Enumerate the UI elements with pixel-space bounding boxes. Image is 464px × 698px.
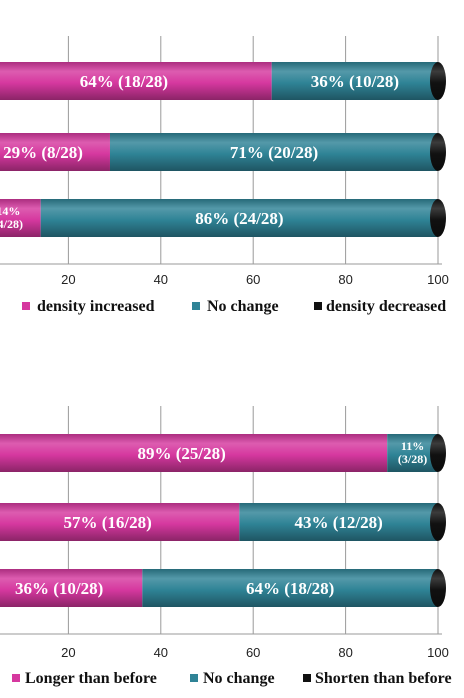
legend-label: Shorten than before xyxy=(315,670,452,687)
chart-1: 20 40 60 80 100 64% (18/28) 36% (10/28) 29% (8/… xyxy=(0,36,449,315)
x-tick-label: 80 xyxy=(338,272,352,287)
x-tick-label: 100 xyxy=(427,645,449,660)
bar-end-cap xyxy=(430,133,446,171)
legend: Longer than before No change Shorten than … xyxy=(12,670,452,687)
bar-segment xyxy=(109,133,438,171)
legend: density increased No change density decrea… xyxy=(22,298,446,315)
bar-value-label: 64% (18/28) xyxy=(246,579,334,598)
bar-value-label: 11% (3/28) xyxy=(398,439,427,466)
x-tick-label: 100 xyxy=(427,272,449,287)
bar-value-label: 29% (8/28) xyxy=(3,143,83,162)
bar-end-cap xyxy=(430,503,446,541)
bar-segment xyxy=(0,569,143,607)
bar-value-label: 89% (25/28) xyxy=(137,444,225,463)
bar-value-label: 57% (16/28) xyxy=(64,513,152,532)
bar-segment xyxy=(142,569,438,607)
x-tick-label: 80 xyxy=(338,645,352,660)
legend-swatch xyxy=(22,302,30,310)
legend-swatch xyxy=(303,674,311,682)
legend-swatch xyxy=(12,674,20,682)
legend-label: No change xyxy=(207,298,279,315)
legend-swatch xyxy=(314,302,322,310)
bar-end-cap xyxy=(430,62,446,100)
bar-end-cap xyxy=(430,569,446,607)
bar-end-cap xyxy=(430,434,446,472)
x-tick-label: 20 xyxy=(61,272,75,287)
bar-segment xyxy=(0,199,41,237)
x-tick-label: 20 xyxy=(61,645,75,660)
chart-2: 20 40 60 80 100 89% (25/28) 11% (3/28) 57% (16/2… xyxy=(0,406,452,687)
bar-segment xyxy=(239,503,438,541)
legend-label: density increased xyxy=(37,298,155,315)
bar-end-cap xyxy=(430,199,446,237)
bar-segment xyxy=(0,62,272,100)
x-tick-label: 60 xyxy=(246,645,260,660)
x-tick-label: 40 xyxy=(154,645,168,660)
bar-value-label: 71% (20/28) xyxy=(230,143,318,162)
bar-segment xyxy=(271,62,438,100)
legend-swatch xyxy=(190,674,198,682)
x-tick-label: 40 xyxy=(154,272,168,287)
bar-value-label: 36% (10/28) xyxy=(15,579,103,598)
legend-swatch xyxy=(192,302,200,310)
legend-label: Longer than before xyxy=(25,670,157,687)
bar-segment xyxy=(387,434,438,472)
legend-label: No change xyxy=(203,670,275,687)
bar-segment xyxy=(40,199,439,237)
bar-segment xyxy=(0,503,240,541)
bar-value-label: 14%(4/28) xyxy=(0,204,23,231)
x-tick-label: 60 xyxy=(246,272,260,287)
bar-value-label: 43% (12/28) xyxy=(295,513,383,532)
bar-value-label: 64% (18/28) xyxy=(80,72,168,91)
bar-value-label: 36% (10/28) xyxy=(311,72,399,91)
bar-segment xyxy=(0,133,110,171)
legend-label: density decreased xyxy=(326,298,446,315)
bar-value-label: 86% (24/28) xyxy=(195,209,283,228)
bar-segment xyxy=(0,434,388,472)
